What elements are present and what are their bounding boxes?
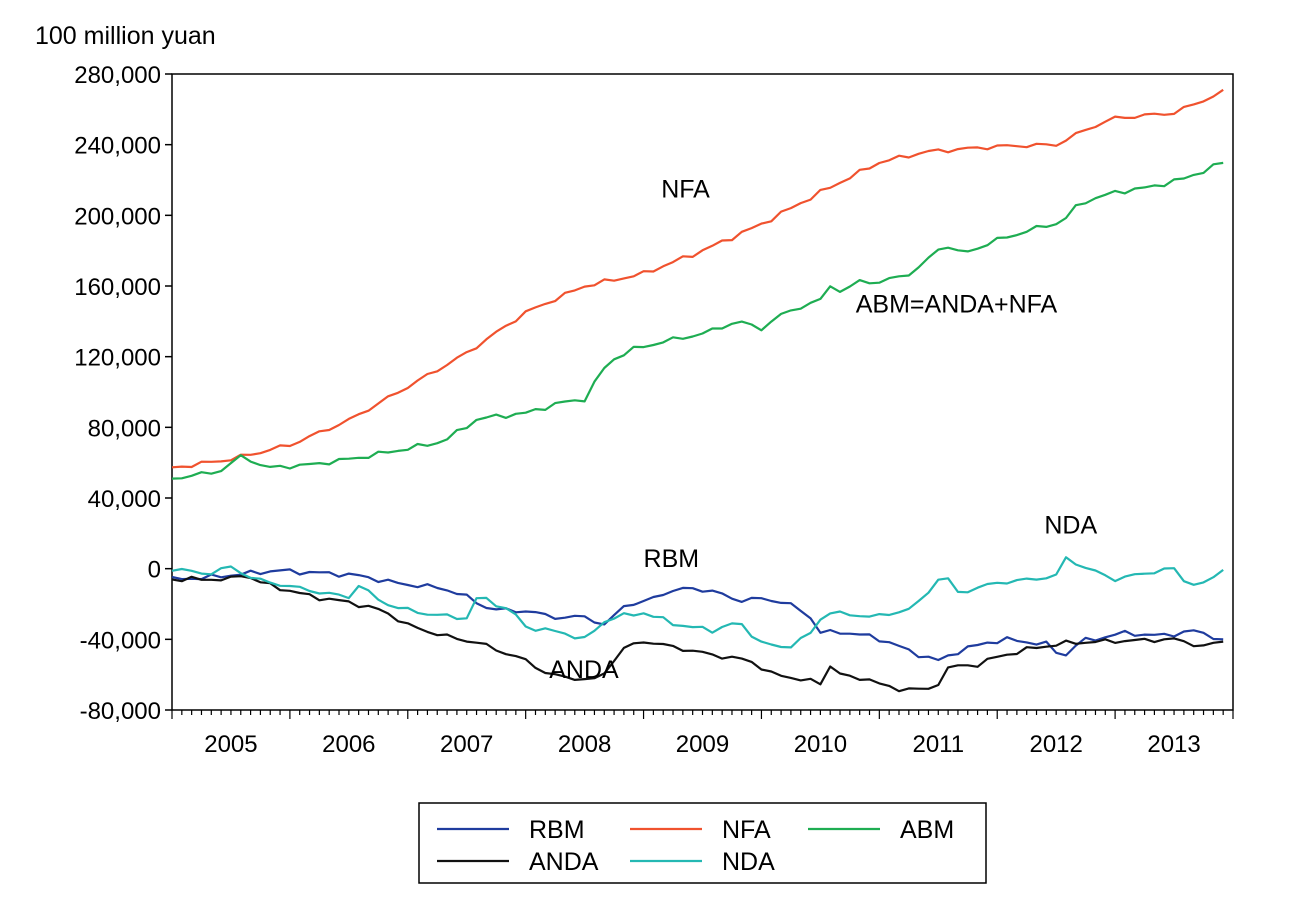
x-tick-label: 2013	[1147, 731, 1200, 758]
y-tick-label: 240,000	[74, 133, 161, 160]
y-tick-label: 40,000	[88, 486, 161, 513]
y-tick-label: 120,000	[74, 345, 161, 372]
legend-label-rbm: RBM	[529, 816, 585, 844]
y-unit-label: 100 million yuan	[35, 22, 216, 50]
annotations: NFA ABM=ANDA+NFA NDA RBM ANDA	[549, 176, 1097, 685]
y-axis: 280,000 240,000 200,000 160,000 120,000 80,00…	[74, 62, 172, 725]
series-line-nfa	[172, 90, 1223, 468]
legend-label-nfa: NFA	[722, 816, 771, 844]
legend-label-nda: NDA	[722, 848, 775, 876]
x-tick-label: 2011	[912, 731, 964, 758]
x-tick-label: 2008	[558, 731, 611, 758]
annotation-nfa: NFA	[661, 176, 710, 204]
legend-label-anda: ANDA	[529, 848, 599, 876]
annotation-rbm: RBM	[644, 545, 700, 573]
y-tick-label: -80,000	[80, 698, 161, 725]
legend-label-abm: ABM	[900, 816, 954, 844]
annotation-anda: ANDA	[549, 656, 619, 684]
x-tick-label: 2012	[1029, 731, 1082, 758]
x-tick-label: 2005	[204, 731, 257, 758]
series-line-rbm	[172, 569, 1223, 660]
legend: RBM NFA ABM ANDA NDA	[419, 803, 986, 883]
x-tick-label: 2006	[322, 731, 375, 758]
y-tick-label: 200,000	[74, 203, 161, 230]
y-tick-label: 160,000	[74, 274, 161, 301]
y-tick-label: 0	[148, 557, 161, 584]
x-tick-label: 2009	[676, 731, 729, 758]
x-tick-label: 2007	[440, 731, 493, 758]
x-axis: 2005 2006 2007 2008 2009 2010 2011 2012 2013	[172, 710, 1233, 758]
annotation-nda: NDA	[1044, 511, 1097, 539]
y-tick-label: 80,000	[88, 415, 161, 442]
plot-frame	[172, 74, 1233, 710]
x-tick-label: 2010	[794, 731, 847, 758]
y-tick-label: 280,000	[74, 62, 161, 89]
y-tick-label: -40,000	[80, 627, 161, 654]
series-line-abm	[172, 163, 1223, 479]
annotation-abm-anda-nfa: ABM=ANDA+NFA	[856, 291, 1058, 319]
